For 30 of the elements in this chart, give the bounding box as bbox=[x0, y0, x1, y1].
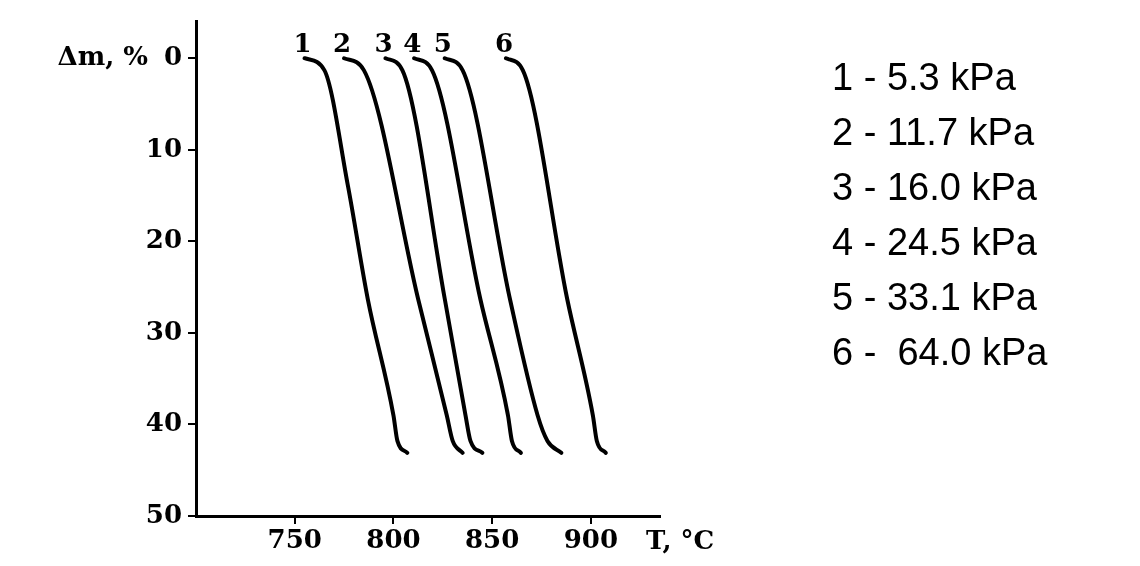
x-tick-label: 750 bbox=[267, 524, 322, 555]
line-series bbox=[412, 56, 523, 455]
y-tick-label: 50 bbox=[145, 498, 182, 529]
x-tick-label: 800 bbox=[366, 524, 421, 555]
annotation: 5 bbox=[433, 28, 452, 59]
y-tick-label: 40 bbox=[145, 407, 182, 438]
line-series bbox=[342, 56, 465, 455]
line-series bbox=[302, 56, 410, 455]
line-series bbox=[383, 56, 485, 455]
y-tick-label: 10 bbox=[145, 132, 182, 163]
y-axis-title: Δm, % bbox=[57, 40, 149, 71]
annotation: 4 bbox=[403, 28, 422, 59]
annotation: 3 bbox=[374, 28, 393, 59]
line-series bbox=[442, 56, 564, 455]
x-tick-label: 900 bbox=[563, 524, 619, 555]
line-series bbox=[503, 56, 608, 455]
text: 2 - 11.7 kPa bbox=[832, 110, 1036, 155]
y-tick-label: 20 bbox=[145, 224, 182, 255]
annotation: 1 bbox=[293, 28, 312, 59]
annotation: 2 bbox=[333, 28, 352, 59]
y-tick-label: 30 bbox=[145, 315, 182, 346]
y-tick-label: 0 bbox=[163, 40, 182, 71]
text: 5 - 33.1 kPa bbox=[832, 275, 1038, 320]
x-axis-title: T, °C bbox=[646, 524, 715, 555]
text: 3 - 16.0 kPa bbox=[832, 165, 1038, 210]
text: 6 - 64.0 kPa bbox=[832, 330, 1048, 375]
annotation: 6 bbox=[494, 28, 514, 59]
x-tick-label: 850 bbox=[465, 524, 520, 555]
text: 4 - 24.5 kPa bbox=[832, 220, 1038, 265]
text: 1 - 5.3 kPa bbox=[832, 55, 1017, 100]
